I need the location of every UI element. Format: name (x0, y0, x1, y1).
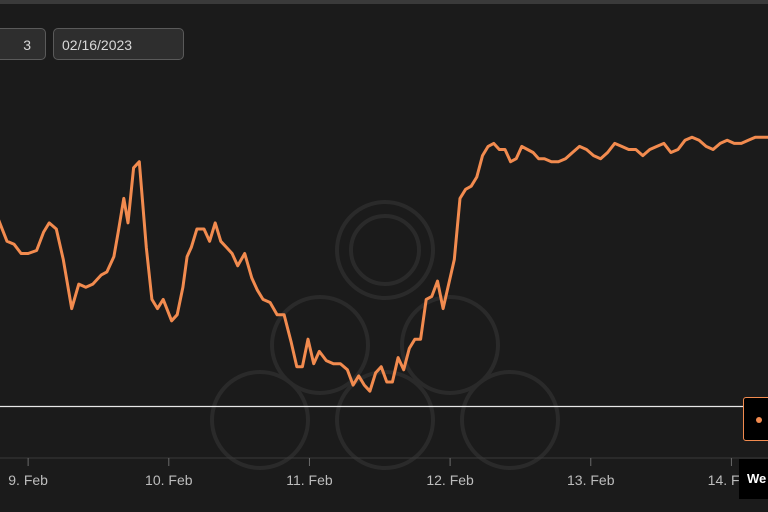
x-tick-label: 9. Feb (8, 472, 48, 488)
tooltip-marker (743, 397, 768, 441)
tooltip-label: We (739, 459, 768, 499)
x-tick-label: 10. Feb (145, 472, 193, 488)
series-line (0, 135, 768, 393)
range-to-input[interactable]: 02/16/2023 (53, 28, 184, 60)
top-bar (0, 0, 768, 4)
x-tick-label: 11. Feb (286, 472, 333, 488)
x-tick-label: 12. Feb (426, 472, 474, 488)
range-from-input[interactable]: 3 (0, 28, 46, 60)
x-tick-label: 13. Feb (567, 472, 615, 488)
tooltip-dot (756, 417, 762, 423)
watermark-logo (210, 200, 560, 470)
